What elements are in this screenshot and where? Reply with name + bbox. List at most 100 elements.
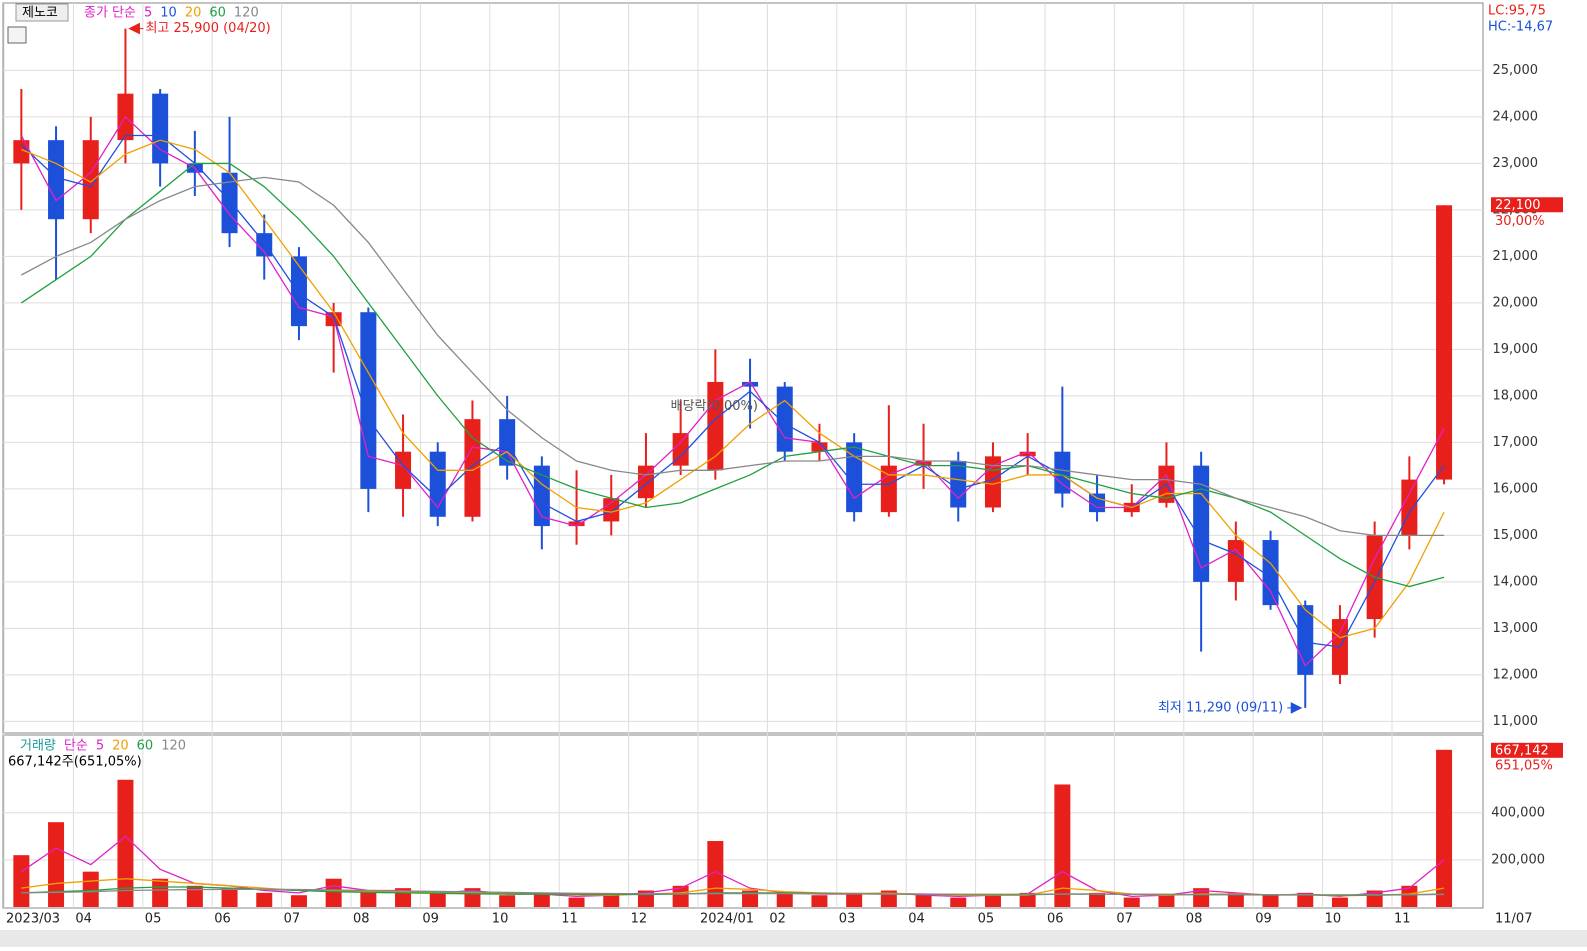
ma-line	[20, 134, 1445, 648]
candle-body	[1436, 205, 1453, 480]
volume-bar	[1123, 897, 1140, 907]
legend-prefix: 종가 단순	[84, 6, 136, 21]
grid-icon[interactable]	[7, 26, 27, 44]
volume-change-label: 651,05%	[1495, 758, 1553, 773]
candle-body	[290, 256, 307, 327]
volume-bar	[1054, 784, 1071, 907]
volume-bar	[429, 892, 446, 907]
x-tick-label: 11	[1394, 912, 1411, 927]
candle-body	[742, 381, 759, 387]
legend-entry: 60	[137, 739, 154, 754]
volume-value-label: 667,142주(651,05%)	[8, 755, 142, 770]
hc-label: HC:-14,67	[1488, 20, 1553, 35]
volume-bar	[1297, 892, 1314, 907]
ticker: 제노코	[22, 6, 58, 21]
y-tick-label: 14,000	[1493, 574, 1539, 589]
x-tick-label: 09	[1255, 912, 1272, 927]
y-tick-label: 18,000	[1493, 388, 1539, 403]
candle-body	[1019, 451, 1036, 457]
x-tick-label: 05	[978, 912, 995, 927]
x-tick-label: 02	[769, 912, 786, 927]
x-tick-label: 04	[75, 912, 92, 927]
volume-bar	[533, 892, 550, 907]
y-tick-label: 25,000	[1493, 63, 1539, 78]
price-tag-label: 22,100	[1495, 198, 1541, 213]
y-tick-label: 15,000	[1493, 528, 1539, 543]
candle-body	[707, 381, 724, 471]
x-tick-label: 07	[284, 912, 301, 927]
candle-body	[1227, 540, 1244, 582]
ma-line	[20, 115, 1445, 667]
x-tick-label: 08	[1186, 912, 1203, 927]
y-tick-label: 19,000	[1493, 342, 1539, 357]
candle-body	[811, 442, 828, 452]
volume-tag	[1491, 742, 1563, 758]
candle-body	[1193, 465, 1210, 582]
x-tick-label: 06	[214, 912, 231, 927]
x-tick-label: 2023/03	[6, 912, 60, 927]
volume-bar	[1331, 897, 1348, 907]
plot: 11,000 12,000 13,000 14,000 15,000 16,000 17,0…	[3, 3, 1563, 927]
x-tick-label: 12	[631, 912, 648, 927]
volume-bar	[48, 822, 65, 907]
x-tick-label: 10	[1325, 912, 1342, 927]
x-tick-label: 07	[1116, 912, 1133, 927]
ticker-box[interactable]	[15, 3, 69, 22]
low-arrow	[1287, 702, 1303, 714]
candle-body	[846, 442, 863, 513]
ma-line	[21, 176, 1445, 537]
volume-bar	[117, 779, 134, 907]
volume-bar	[1227, 892, 1244, 907]
high-arrow	[128, 22, 144, 35]
candle-body	[603, 498, 620, 522]
volume-bar	[568, 897, 585, 907]
y-tick-label: 17,000	[1493, 435, 1539, 450]
x-tick-label: 05	[145, 912, 162, 927]
volume-bar	[1019, 892, 1036, 907]
volume-bar	[152, 878, 169, 907]
price-tag	[1491, 197, 1563, 213]
x-tick-label: 11	[561, 912, 578, 927]
volume-bar	[846, 892, 863, 907]
volume-bar	[1262, 895, 1279, 907]
date-label: 11/07	[1495, 912, 1532, 927]
candle-body	[568, 521, 585, 527]
x-tick-label: 03	[839, 912, 856, 927]
candle-body	[672, 433, 689, 466]
volume-bar	[499, 895, 516, 907]
y-tick-label: 24,000	[1493, 109, 1539, 124]
legend-entry: 60	[209, 6, 226, 21]
volume-bar	[1193, 888, 1210, 907]
candle-body	[464, 419, 481, 517]
y-tick-label: 13,000	[1493, 621, 1539, 636]
legend-entry: 5	[96, 739, 104, 754]
legend-method: 단순	[64, 739, 88, 754]
volume-bar	[1089, 892, 1106, 907]
ma-line	[21, 139, 1445, 639]
volume-bar	[325, 878, 342, 907]
candle-body	[360, 312, 377, 489]
volume-bar	[950, 897, 967, 907]
candle-body	[256, 233, 273, 257]
y-tick-label: 12,000	[1493, 667, 1539, 682]
low-annotation: 최저 11,290 (09/11)	[1158, 700, 1283, 715]
volume-tag-label: 667,142	[1495, 743, 1549, 758]
x-tick-label: 10	[492, 912, 509, 927]
y-tick-label: 16,000	[1493, 481, 1539, 496]
high-annotation: 최고 25,900 (04/20)	[145, 21, 270, 36]
y-tick-label: 200,000	[1491, 852, 1545, 867]
x-tick-label: 06	[1047, 912, 1064, 927]
volume-bar	[984, 895, 1001, 907]
candle-body	[82, 140, 99, 220]
y-tick-label: 20,000	[1493, 295, 1539, 310]
y-tick-label: 400,000	[1491, 805, 1545, 820]
volume-bar	[256, 892, 273, 907]
scrollbar[interactable]	[0, 930, 1587, 947]
volume-bar	[707, 841, 724, 907]
y-tick-label: 21,000	[1493, 249, 1539, 264]
y-tick-label: 23,000	[1493, 156, 1539, 171]
candle-body	[915, 460, 932, 466]
